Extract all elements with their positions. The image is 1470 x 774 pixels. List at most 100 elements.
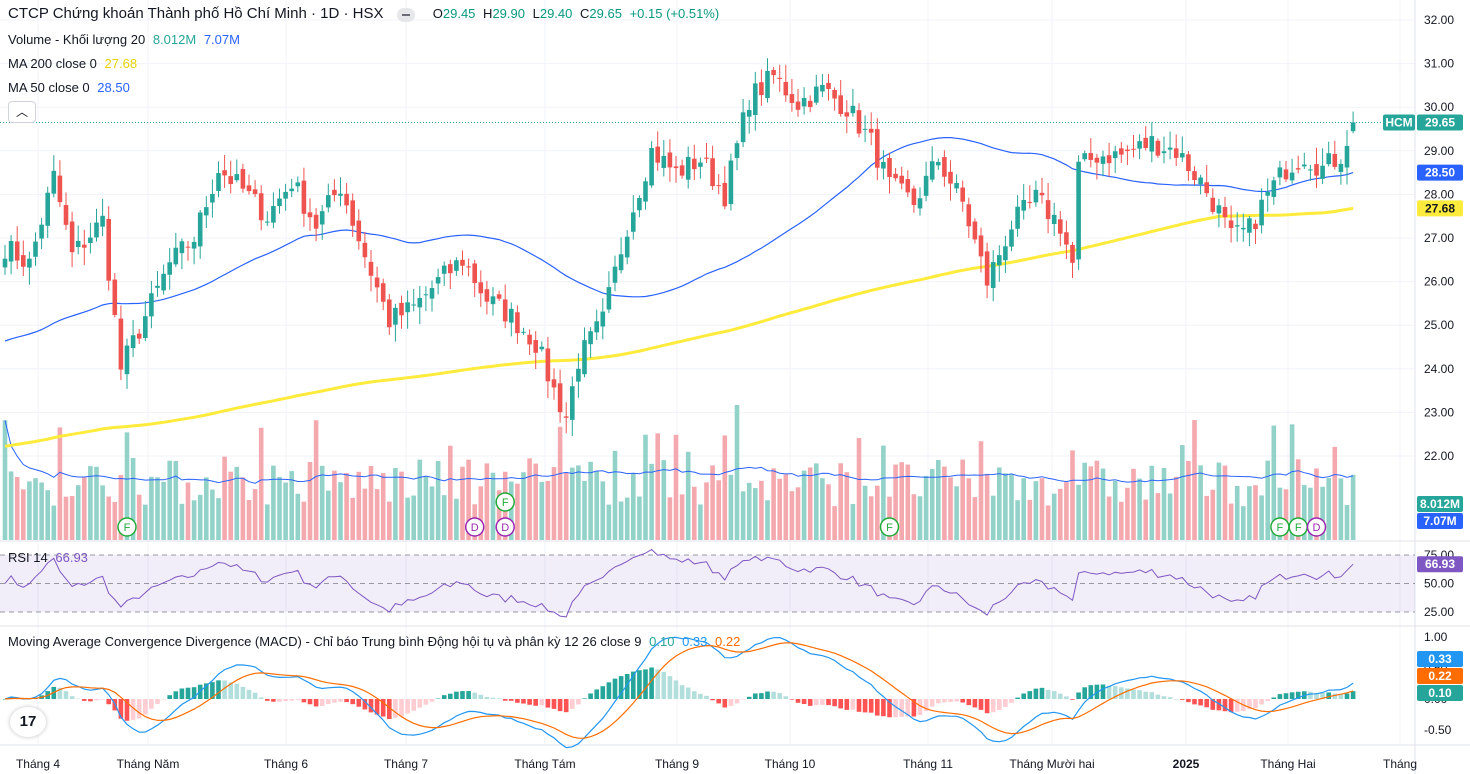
candle bbox=[1326, 153, 1331, 165]
candle bbox=[801, 98, 807, 107]
volume-bar bbox=[69, 496, 75, 540]
rsi-tag: 66.93 bbox=[1425, 557, 1455, 571]
volume-bar bbox=[466, 459, 471, 540]
macd-hist-bar bbox=[881, 699, 886, 717]
volume-bar bbox=[1125, 487, 1130, 540]
time-tick-label: 2025 bbox=[1173, 757, 1200, 771]
volume-bar bbox=[448, 445, 453, 540]
volume-bar bbox=[923, 475, 929, 540]
price-tick-label: 25.00 bbox=[1424, 318, 1454, 332]
candle bbox=[948, 171, 953, 184]
volume-bar bbox=[393, 468, 398, 540]
macd-hist-bar bbox=[539, 699, 545, 706]
candle bbox=[539, 346, 545, 350]
macd-hist-bar bbox=[820, 699, 825, 705]
candle bbox=[692, 158, 697, 170]
toggle-icon[interactable] bbox=[397, 7, 416, 22]
volume-bar bbox=[1039, 478, 1045, 540]
candle bbox=[685, 156, 691, 180]
ma50-tag: 28.50 bbox=[1425, 166, 1455, 180]
macd-hist-bar bbox=[624, 673, 630, 699]
candle bbox=[734, 143, 740, 158]
volume-bar bbox=[399, 471, 404, 540]
macd-hist-bar bbox=[1106, 685, 1112, 699]
volume-ma-tag: 7.07M bbox=[1423, 514, 1456, 528]
macd-legend[interactable]: Moving Average Convergence Divergence (M… bbox=[8, 634, 741, 649]
volume-bar bbox=[326, 490, 331, 540]
macd-hist-bar bbox=[960, 699, 965, 703]
volume-bar bbox=[631, 473, 636, 540]
candle bbox=[8, 240, 14, 262]
macd-hist-bar bbox=[795, 699, 801, 703]
symbol-title[interactable]: CTCP Chứng khoán Thành phố Hồ Chí Minh ·… bbox=[8, 5, 384, 22]
macd-hist-bar bbox=[411, 699, 416, 711]
candle bbox=[917, 198, 923, 209]
volume-legend[interactable]: Volume - Khối lượng 20 8.012M 7.07M bbox=[8, 32, 240, 47]
candle bbox=[1180, 153, 1185, 158]
volume-bar bbox=[1143, 499, 1148, 540]
time-tick-label: Tháng bbox=[1383, 757, 1417, 771]
volume-ma-line bbox=[4, 420, 1354, 484]
time-tick-label: Tháng 11 bbox=[903, 757, 953, 771]
macd-hist-bar bbox=[454, 691, 459, 699]
volume-bar bbox=[338, 482, 343, 540]
volume-bar bbox=[1173, 476, 1179, 540]
candle bbox=[576, 368, 581, 382]
candle bbox=[100, 215, 105, 227]
volume-bar bbox=[39, 482, 44, 540]
time-tick-label: Tháng 10 bbox=[765, 757, 816, 771]
macd-hist-bar bbox=[155, 699, 160, 704]
candle bbox=[990, 262, 996, 288]
macd-hist-bar bbox=[429, 699, 435, 702]
candle bbox=[1283, 169, 1289, 180]
candle bbox=[185, 246, 191, 248]
candle bbox=[618, 254, 624, 271]
volume-bar bbox=[954, 486, 959, 540]
volume-bar bbox=[1088, 466, 1094, 540]
volume-bar bbox=[582, 480, 587, 540]
macd-hist-bar bbox=[344, 699, 349, 703]
candle bbox=[1308, 169, 1313, 171]
volume-bar bbox=[716, 480, 721, 540]
chevron-up-icon[interactable]: ︿ bbox=[8, 101, 36, 123]
macd-hist-bar bbox=[814, 699, 819, 706]
candle bbox=[423, 294, 429, 296]
macd-hist-bar bbox=[1289, 692, 1295, 699]
candle bbox=[69, 221, 75, 253]
volume-bar bbox=[990, 495, 996, 540]
candle bbox=[722, 182, 728, 207]
macd-hist-bar bbox=[765, 691, 770, 699]
macd-hist-bar bbox=[838, 699, 843, 709]
volume-bar bbox=[161, 481, 166, 540]
macd-hist-bar bbox=[240, 686, 246, 699]
volume-bar bbox=[1338, 478, 1344, 540]
ma50-legend[interactable]: MA 50 close 0 28.50 bbox=[8, 80, 130, 95]
macd-hist-bar bbox=[984, 699, 990, 714]
volume-bar bbox=[624, 497, 630, 540]
rsi-legend[interactable]: RSI 14 66.93 bbox=[8, 550, 88, 565]
candle bbox=[1344, 145, 1350, 168]
hist-tag: 0.10 bbox=[1428, 686, 1452, 700]
volume-bar bbox=[362, 488, 368, 540]
candle bbox=[1222, 206, 1228, 218]
macd-hist-bar bbox=[685, 687, 691, 699]
macd-hist-bar bbox=[362, 699, 368, 710]
tradingview-logo[interactable]: 17 bbox=[10, 707, 46, 737]
macd-hist-bar bbox=[899, 699, 904, 717]
volume-bar bbox=[1314, 468, 1319, 540]
candle bbox=[149, 293, 154, 317]
macd-hist-bar bbox=[82, 699, 87, 701]
symbol-tag: HCM bbox=[1385, 115, 1412, 129]
macd-hist-bar bbox=[1222, 699, 1228, 712]
macd-hist-bar bbox=[966, 699, 972, 706]
macd-hist-bar bbox=[612, 678, 618, 699]
volume-bar bbox=[844, 472, 850, 540]
macd-hist-bar bbox=[1076, 692, 1081, 699]
ma200-legend[interactable]: MA 200 close 0 27.68 bbox=[8, 56, 138, 71]
macd-hist-bar bbox=[295, 699, 301, 700]
volume-bar bbox=[63, 496, 69, 540]
macd-hist-bar bbox=[484, 696, 490, 699]
volume-bar bbox=[478, 486, 484, 540]
macd-hist-bar bbox=[1003, 699, 1008, 707]
